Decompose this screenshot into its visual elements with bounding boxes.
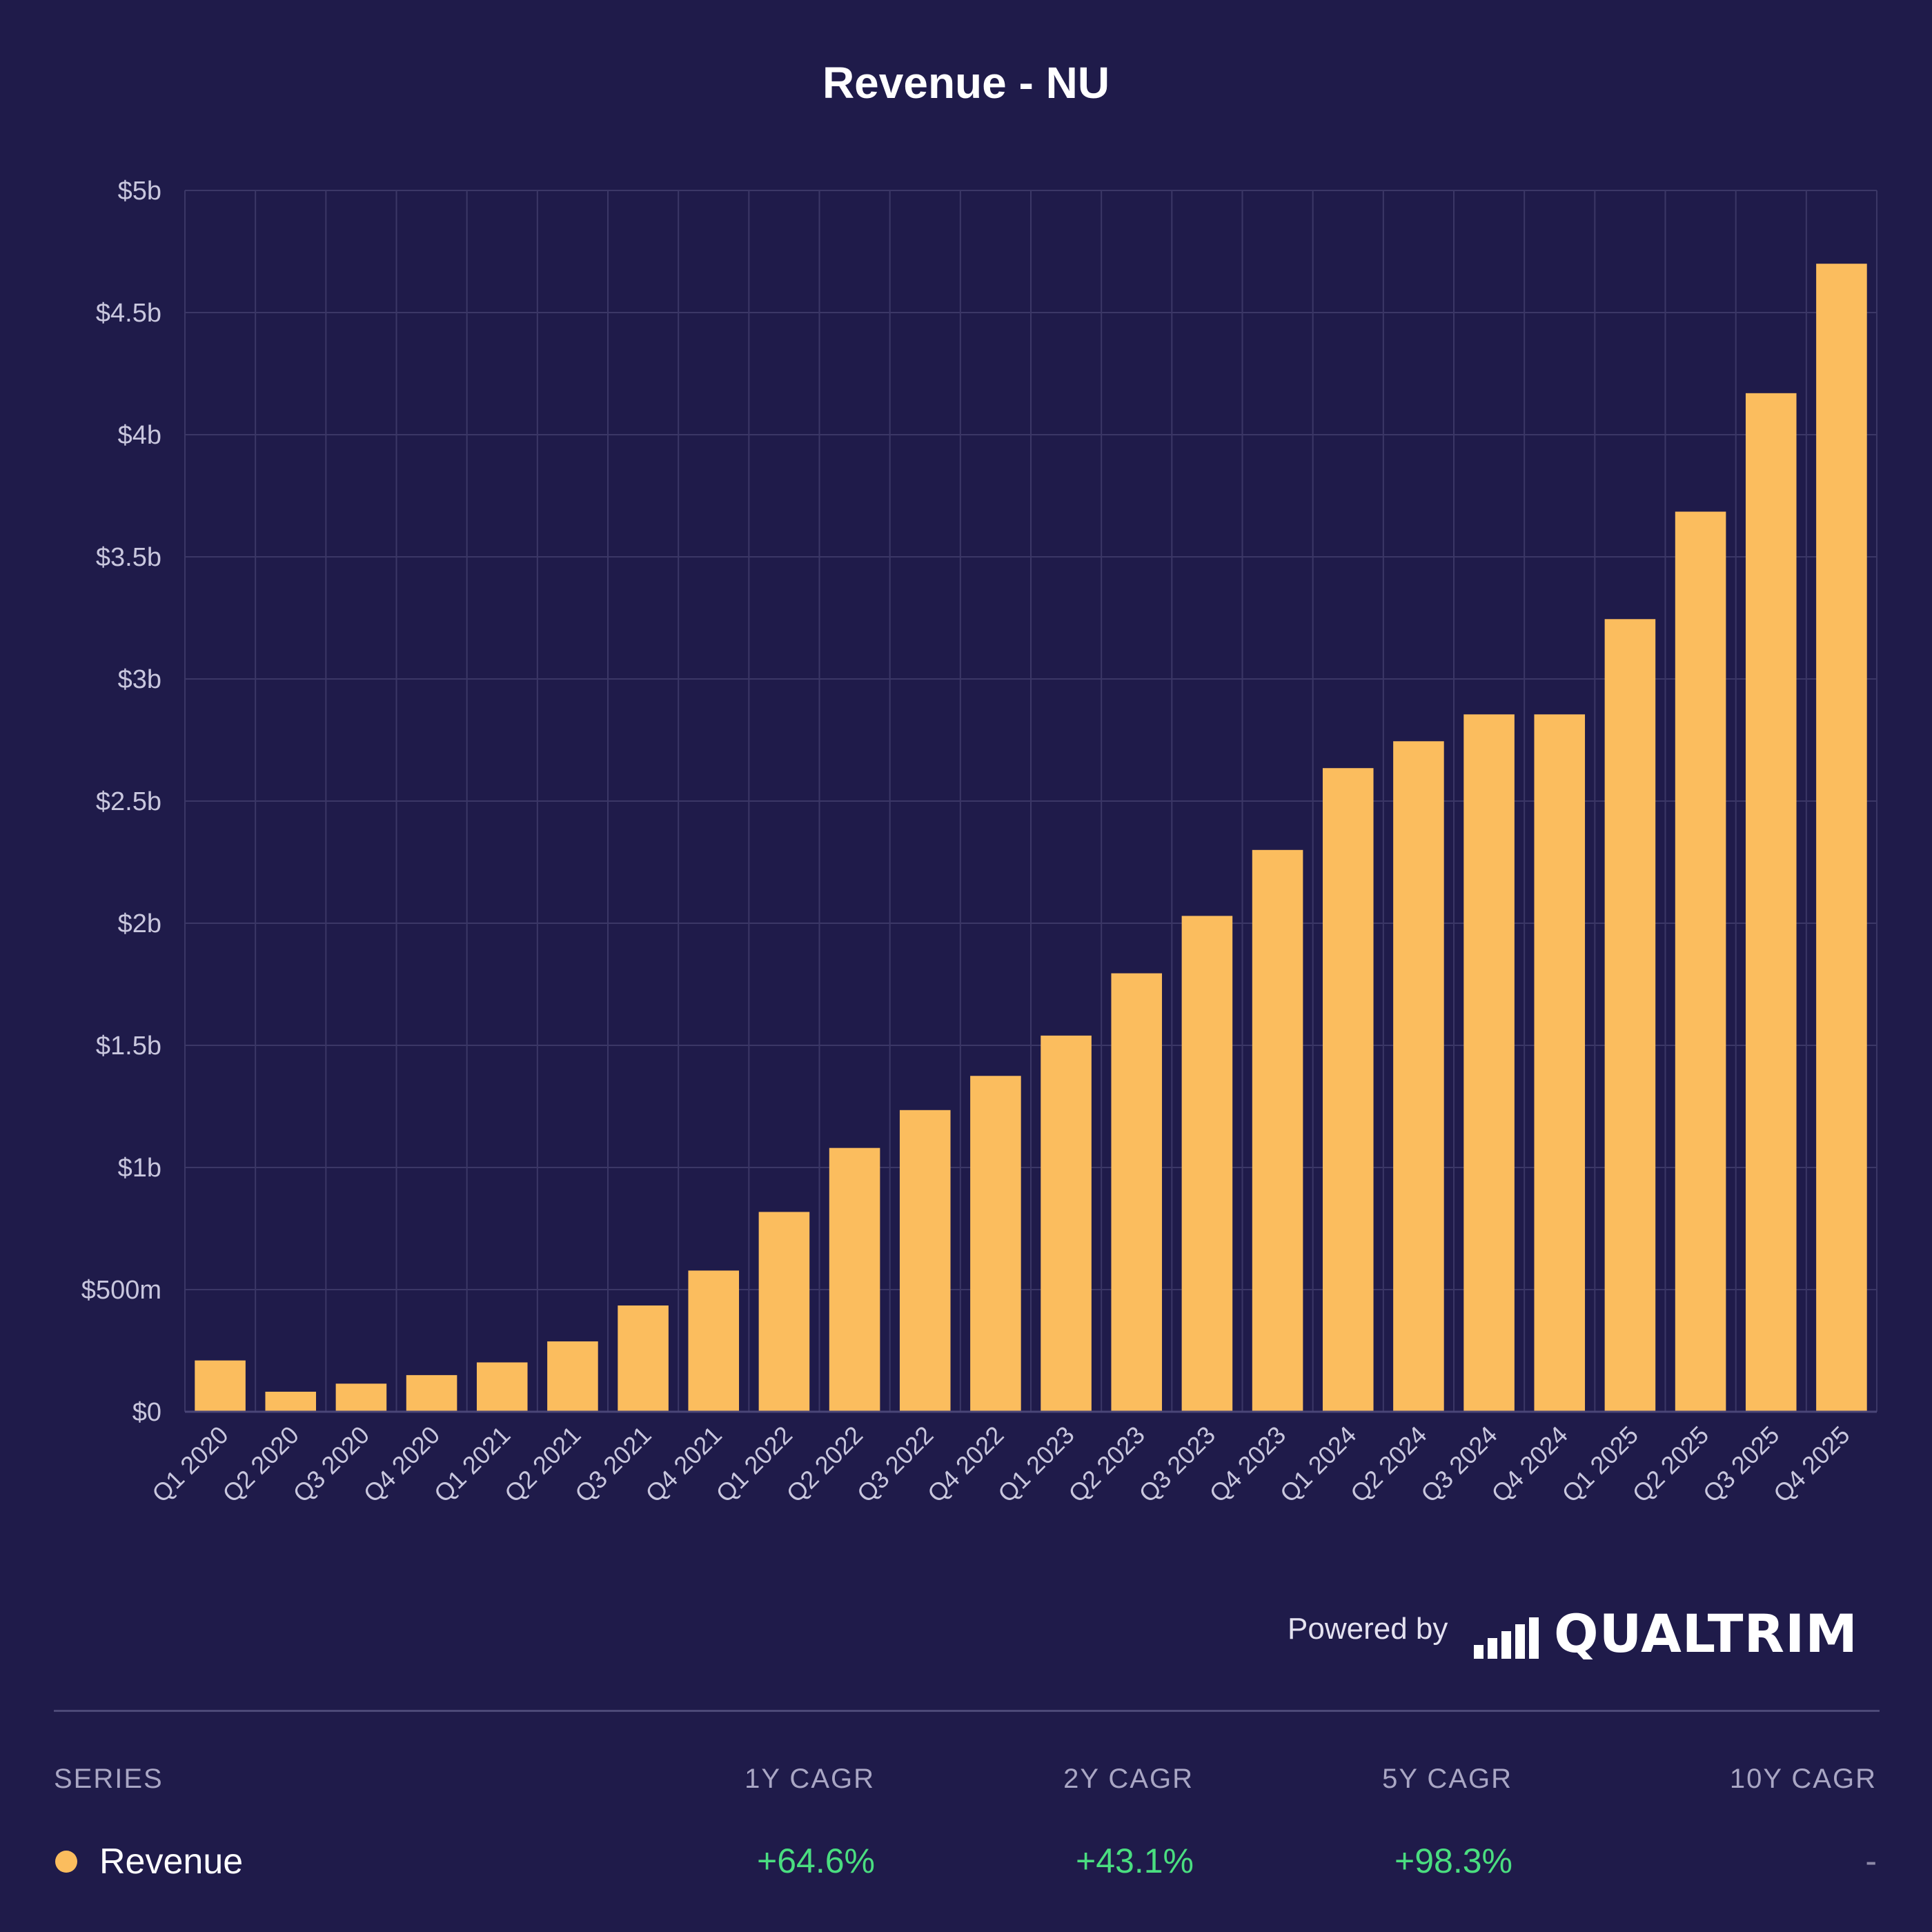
bar-q1-2025[interactable]: [1604, 619, 1656, 1412]
x-tick-label: Q4 2025: [1768, 1421, 1855, 1508]
brand-logo[interactable]: QUALTRIM: [1474, 1603, 1858, 1664]
y-tick-label: $2.5b: [96, 787, 161, 816]
bar-q4-2025[interactable]: [1816, 264, 1867, 1412]
x-tick-label: Q3 2024: [1415, 1421, 1503, 1508]
bar-q4-2023[interactable]: [1252, 849, 1303, 1412]
divider: [54, 1710, 1880, 1712]
brand-name: QUALTRIM: [1554, 1603, 1858, 1664]
bar-q4-2022[interactable]: [970, 1076, 1021, 1412]
y-tick-label: $2b: [118, 909, 161, 938]
y-tick-label: $3.5b: [96, 543, 161, 572]
x-tick-label: Q1 2021: [428, 1421, 516, 1508]
bar-q3-2024[interactable]: [1463, 714, 1515, 1412]
bar-q1-2021[interactable]: [476, 1362, 528, 1412]
bar-q3-2022[interactable]: [899, 1110, 951, 1412]
bar-q3-2020[interactable]: [335, 1383, 387, 1412]
x-tick-label: Q1 2023: [992, 1421, 1080, 1508]
x-tick-label: Q1 2022: [710, 1421, 798, 1508]
bar-q1-2020[interactable]: [195, 1360, 246, 1412]
bar-q4-2020[interactable]: [406, 1374, 457, 1412]
x-tick-label: Q4 2022: [922, 1421, 1009, 1508]
x-tick-label: Q1 2025: [1556, 1421, 1644, 1508]
bar-q2-2023[interactable]: [1111, 973, 1163, 1412]
revenue-10y-cagr: -: [1865, 1842, 1877, 1880]
powered-by-label: Powered by: [1288, 1612, 1448, 1646]
bar-q1-2022[interactable]: [758, 1212, 810, 1412]
header-5y-cagr: 5Y CAGR: [1382, 1764, 1512, 1794]
revenue-chart: Revenue - NU $0$500m$1b$1.5b$2b$2.5b$3b$…: [81, 58, 1877, 1508]
bar-q2-2022[interactable]: [829, 1147, 880, 1412]
bars: [195, 264, 1867, 1412]
x-tick-label: Q4 2020: [358, 1421, 446, 1508]
y-tick-label: $1.5b: [96, 1032, 161, 1061]
x-tick-label: Q2 2023: [1063, 1421, 1150, 1508]
bar-q4-2024[interactable]: [1534, 714, 1586, 1412]
bar-q1-2023[interactable]: [1041, 1035, 1092, 1412]
bar-q2-2024[interactable]: [1393, 741, 1444, 1412]
grid-lines: [184, 190, 1877, 1412]
x-tick-label: Q3 2020: [287, 1421, 375, 1508]
y-tick-label: $3b: [118, 665, 161, 694]
header-10y-cagr: 10Y CAGR: [1729, 1764, 1877, 1794]
y-tick-label: $0: [132, 1398, 161, 1427]
x-tick-label: Q3 2023: [1133, 1421, 1221, 1508]
revenue-2y-cagr: +43.1%: [1076, 1842, 1194, 1880]
x-tick-label: Q2 2022: [781, 1421, 869, 1508]
bar-q4-2021[interactable]: [688, 1270, 740, 1412]
y-tick-label: $4.5b: [96, 299, 161, 328]
x-tick-label: Q4 2021: [640, 1421, 727, 1508]
x-tick-label: Q3 2025: [1697, 1421, 1785, 1508]
header-1y-cagr: 1Y CAGR: [745, 1764, 875, 1794]
x-tick-label: Q3 2022: [851, 1421, 939, 1508]
bar-q3-2023[interactable]: [1181, 916, 1233, 1412]
x-tick-label: Q1 2020: [146, 1421, 234, 1508]
x-tick-label: Q4 2023: [1204, 1421, 1292, 1508]
bar-q2-2020[interactable]: [265, 1391, 317, 1412]
x-tick-label: Q3 2021: [569, 1421, 657, 1508]
bar-signal-icon: [1474, 1617, 1539, 1659]
bar-q2-2021[interactable]: [547, 1341, 598, 1412]
y-tick-label: $1b: [118, 1154, 161, 1183]
header-series: SERIES: [54, 1764, 164, 1794]
revenue-5y-cagr: +98.3%: [1394, 1842, 1512, 1880]
chart-title: Revenue - NU: [822, 58, 1110, 108]
x-tick-label: Q2 2025: [1627, 1421, 1715, 1508]
x-tick-label: Q2 2024: [1345, 1421, 1432, 1508]
y-tick-label: $4b: [118, 421, 161, 450]
legend-dot-revenue: [55, 1851, 77, 1873]
bar-q1-2024[interactable]: [1322, 768, 1374, 1412]
bar-q3-2021[interactable]: [618, 1305, 669, 1412]
x-tick-label: Q4 2024: [1486, 1421, 1573, 1508]
bar-q3-2025[interactable]: [1745, 393, 1797, 1412]
x-tick-label: Q1 2024: [1274, 1421, 1362, 1508]
header-2y-cagr: 2Y CAGR: [1063, 1764, 1194, 1794]
y-axis-ticks: $0 $500m $1b $1.5b $2b $2.5b $3b $3.5b $4b $4.5b $…: [81, 177, 161, 1427]
x-tick-label: Q2 2021: [499, 1421, 586, 1508]
revenue-1y-cagr: +64.6%: [757, 1842, 875, 1880]
x-tick-label: Q2 2020: [217, 1421, 304, 1508]
y-tick-label: $5b: [118, 177, 161, 206]
bar-q2-2025[interactable]: [1675, 511, 1726, 1412]
y-tick-label: $500m: [81, 1276, 161, 1305]
series-name-revenue[interactable]: Revenue: [99, 1842, 244, 1882]
